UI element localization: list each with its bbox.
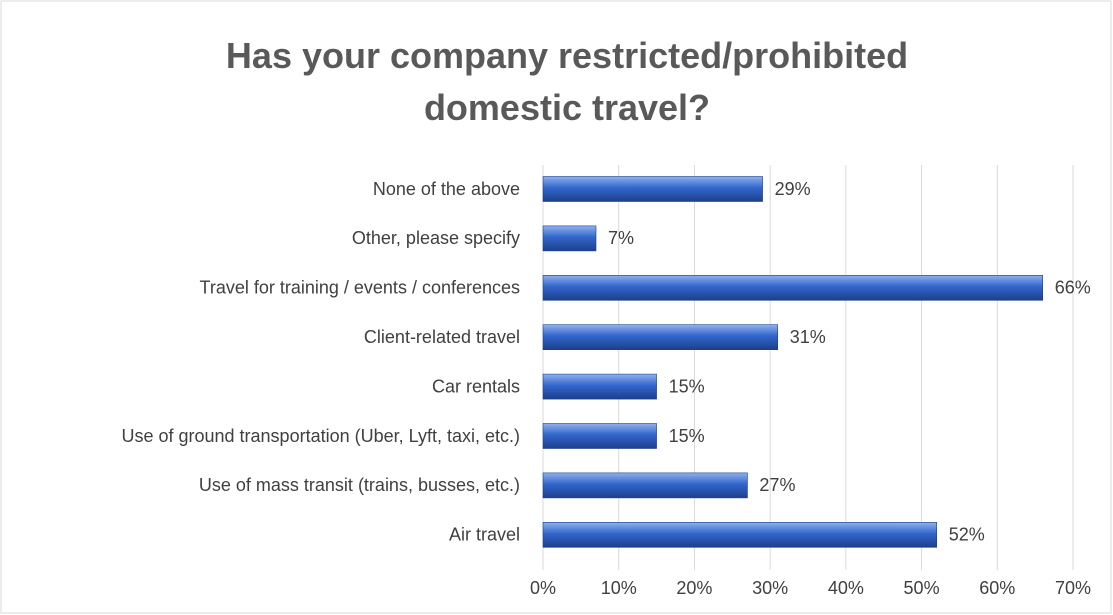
data-label: 52% (949, 525, 985, 545)
data-label: 31% (790, 327, 826, 347)
y-tick-label: Use of mass transit (trains, busses, etc… (199, 475, 520, 495)
y-tick-label: Other, please specify (352, 228, 520, 248)
x-tick-label: 50% (904, 578, 940, 598)
y-tick-label: Travel for training / events / conferenc… (200, 278, 520, 298)
bar (542, 324, 779, 351)
data-label: 27% (759, 475, 795, 495)
data-label: 15% (669, 376, 705, 396)
data-label: 15% (669, 426, 705, 446)
data-label: 7% (608, 228, 634, 248)
chart-title: Has your company restricted/prohibited d… (225, 35, 909, 128)
bar (542, 176, 763, 202)
y-tick-label: None of the above (373, 179, 520, 199)
y-tick-label: Car rentals (432, 376, 520, 396)
bar (542, 472, 748, 499)
y-tick-label: Air travel (449, 525, 520, 545)
data-label: 66% (1055, 278, 1091, 298)
bar (542, 373, 657, 400)
x-tick-label: 0% (530, 578, 556, 598)
x-tick-label: 30% (752, 578, 788, 598)
bar (542, 274, 1044, 301)
x-tick-label: 40% (828, 578, 864, 598)
bar (542, 225, 597, 252)
x-tick-label: 20% (676, 578, 712, 598)
y-tick-label: Client-related travel (364, 327, 520, 347)
x-tick-label: 70% (1055, 578, 1091, 598)
y-tick-label: Use of ground transportation (Uber, Lyft… (121, 426, 520, 446)
x-tick-label: 60% (979, 578, 1015, 598)
x-tick-label: 10% (601, 578, 637, 598)
data-label: 29% (775, 179, 811, 199)
bar (542, 423, 657, 449)
bar (542, 521, 938, 548)
